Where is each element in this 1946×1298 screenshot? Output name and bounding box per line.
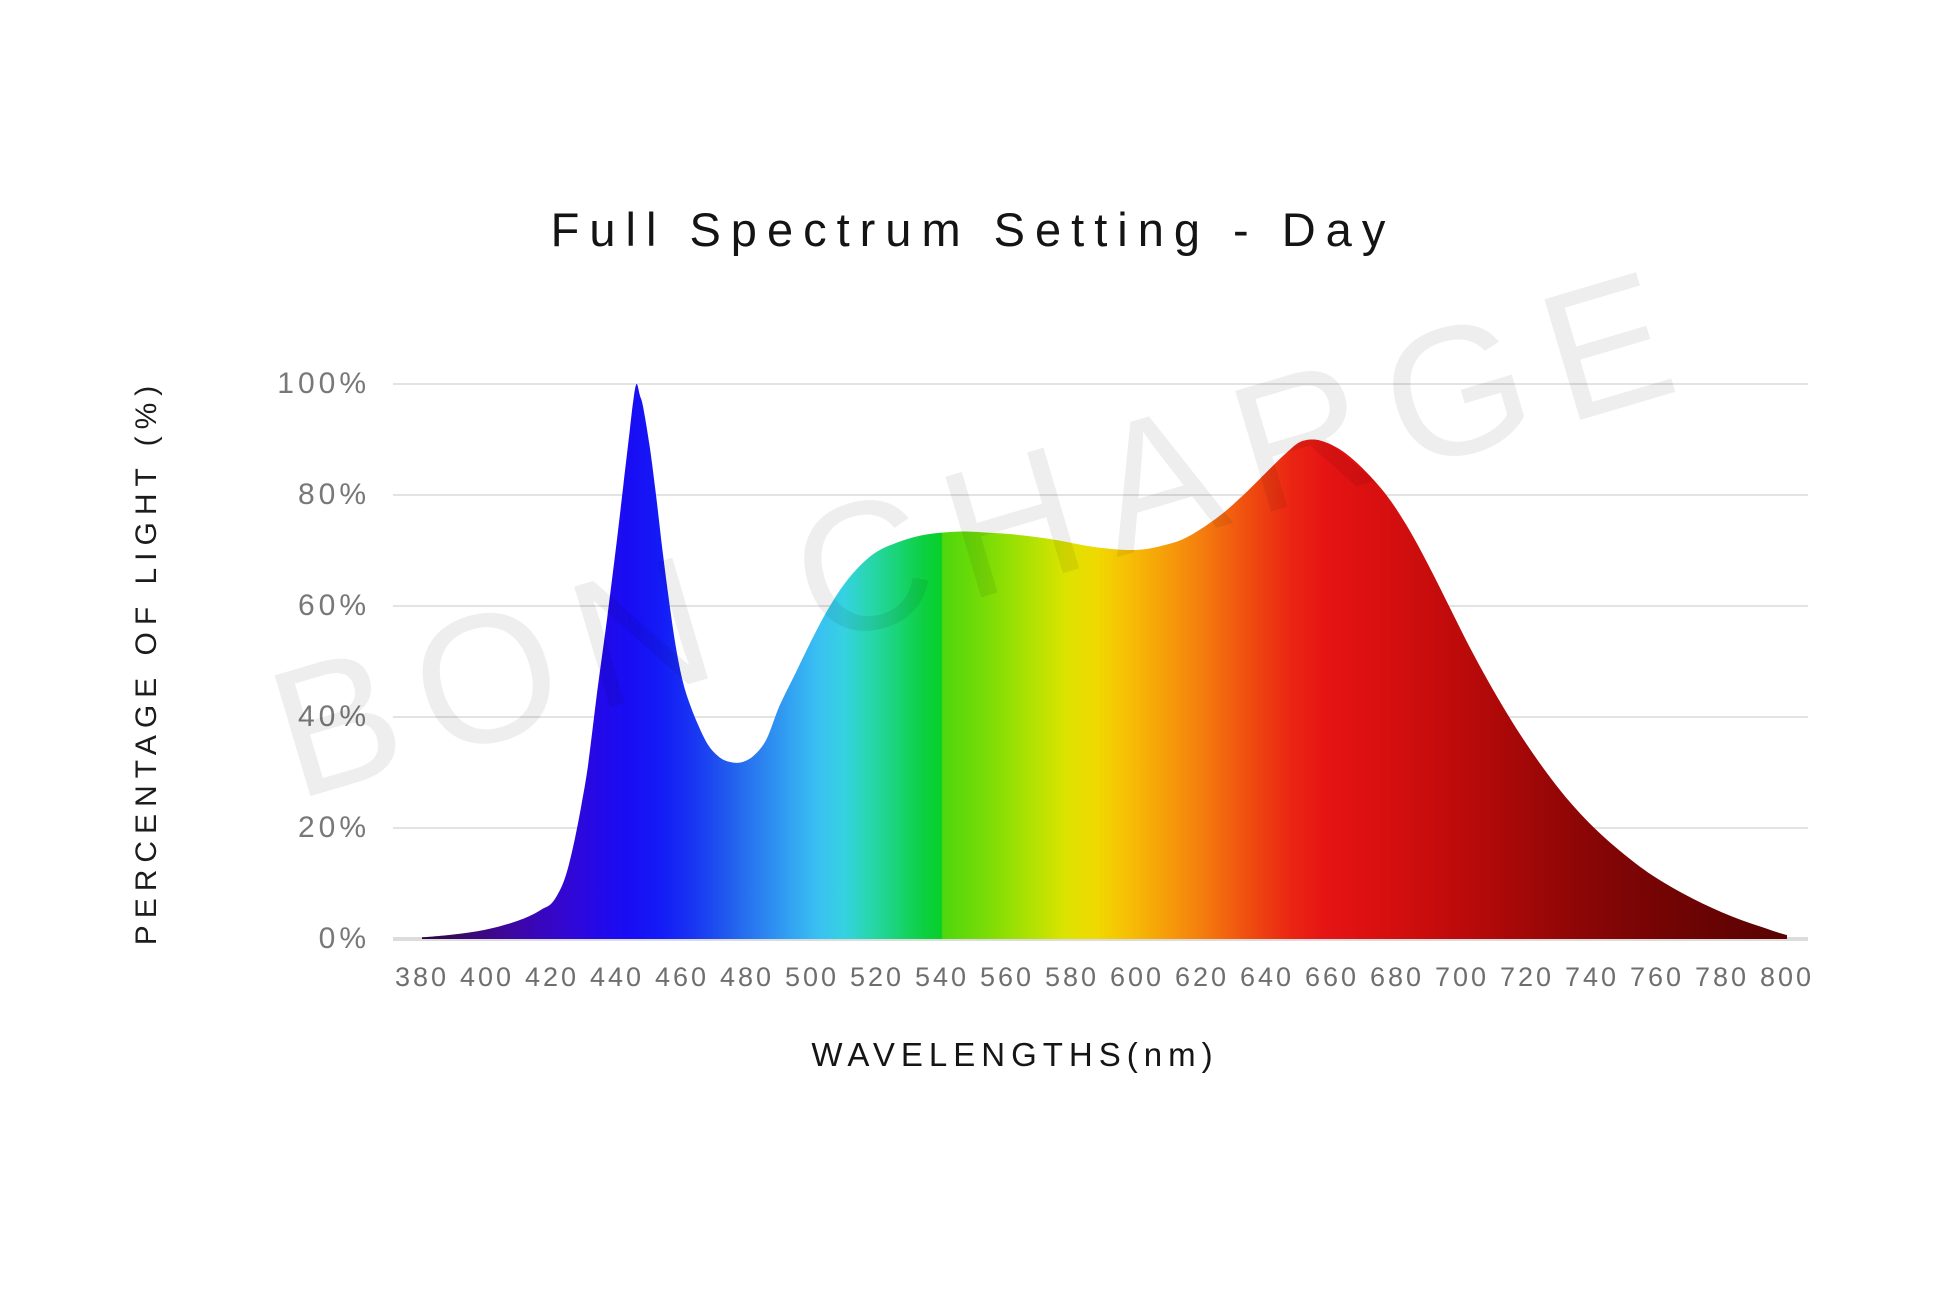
x-tick-680: 680 [1369, 962, 1425, 992]
y-tick-100: 100% [277, 367, 370, 400]
x-tick-540: 540 [914, 962, 970, 992]
x-tick-420: 420 [524, 962, 580, 992]
x-tick-380: 380 [394, 962, 450, 992]
y-tick-80: 80% [297, 478, 370, 511]
x-tick-460: 460 [654, 962, 710, 992]
x-tick-480: 480 [719, 962, 775, 992]
x-tick-520: 520 [849, 962, 905, 992]
x-tick-620: 620 [1174, 962, 1230, 992]
y-tick-40: 40% [297, 700, 370, 733]
x-tick-700: 700 [1434, 962, 1490, 992]
x-tick-440: 440 [589, 962, 645, 992]
x-axis-title: WAVELENGTHS(nm) [811, 1036, 1219, 1073]
y-tick-0: 0% [318, 922, 370, 955]
y-tick-60: 60% [297, 589, 370, 622]
x-tick-500: 500 [784, 962, 840, 992]
x-tick-760: 760 [1629, 962, 1685, 992]
x-tick-660: 660 [1304, 962, 1360, 992]
x-tick-580: 580 [1044, 962, 1100, 992]
x-tick-720: 720 [1499, 962, 1555, 992]
x-tick-560: 560 [979, 962, 1035, 992]
y-tick-20: 20% [297, 811, 370, 844]
x-tick-400: 400 [459, 962, 515, 992]
x-tick-640: 640 [1239, 962, 1295, 992]
x-tick-780: 780 [1694, 962, 1750, 992]
x-tick-740: 740 [1564, 962, 1620, 992]
x-tick-600: 600 [1109, 962, 1165, 992]
x-tick-800: 800 [1759, 962, 1815, 992]
chart-title: Full Spectrum Setting - Day [550, 203, 1396, 256]
spectrum-area [422, 383, 1787, 939]
